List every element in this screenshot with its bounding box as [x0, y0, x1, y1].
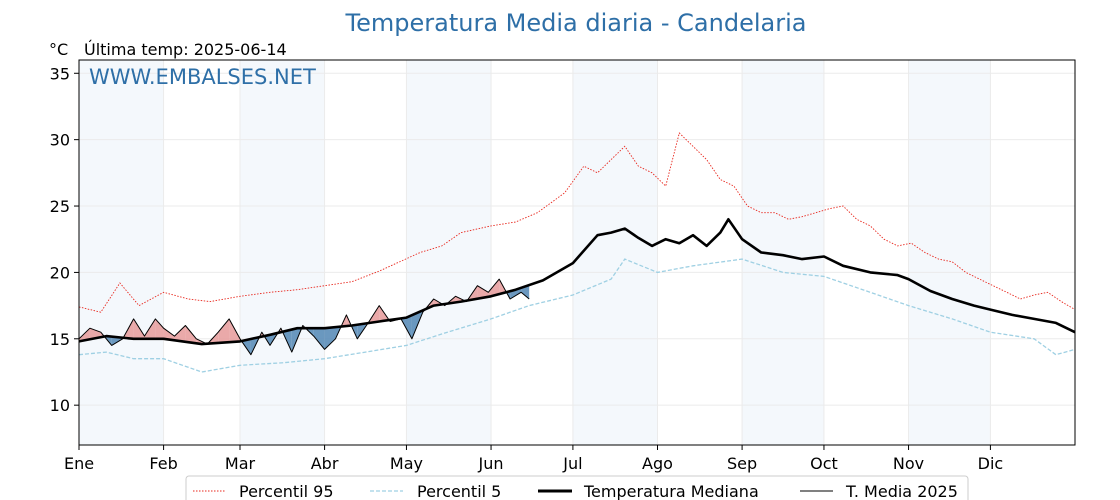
watermark: WWW.EMBALSES.NET — [89, 65, 316, 89]
series-percentil-95 — [78, 132, 1076, 313]
month-shade-ene — [79, 60, 164, 445]
series-percentil-5 — [78, 258, 1076, 373]
series-t-media-2025 — [78, 278, 530, 356]
legend-box — [185, 475, 969, 500]
series-temperatura-mediana — [78, 218, 1076, 346]
month-shade-jul — [572, 60, 658, 445]
x-tick-label: Dic — [978, 454, 1004, 473]
legend-p95-label: Percentil 95 — [239, 482, 334, 500]
x-axis: Ene Feb Mar Abr May Jun Jul Ago Sep Oct Nov Dic — [64, 445, 1003, 473]
month-shade-may — [406, 60, 492, 445]
y-tick-label: 35 — [50, 64, 70, 83]
y-tick-label: 15 — [50, 330, 70, 349]
fill-above-median — [218, 318, 230, 343]
x-tick-label: Jul — [562, 454, 582, 473]
x-tick-label: Feb — [149, 454, 177, 473]
fill-above-median — [163, 328, 175, 341]
y-tick-label: 25 — [50, 197, 70, 216]
fill-below-median — [324, 327, 336, 350]
legend-media2025-label: T. Media 2025 — [845, 482, 958, 500]
fill-above-median — [477, 285, 489, 299]
x-tick-label: Oct — [810, 454, 838, 473]
fill-below-median — [313, 328, 325, 350]
legend-p5-label: Percentil 5 — [417, 482, 501, 500]
series-lines — [78, 132, 1076, 373]
legend: Percentil 95 Percentil 5 Temperatura Med… — [185, 475, 969, 500]
last-temp-label: Última temp: 2025-06-14 — [84, 40, 287, 59]
grid-lines — [78, 60, 1075, 445]
x-tick-label: May — [390, 454, 423, 473]
y-tick-label: 10 — [50, 396, 70, 415]
fill-above-median — [155, 318, 164, 339]
fill-above-median — [174, 325, 186, 342]
chart-title: Temperatura Media diaria - Candelaria — [345, 9, 807, 37]
month-shading — [79, 60, 991, 445]
month-shade-sep — [742, 60, 824, 445]
fill-above-median — [488, 279, 500, 297]
x-tick-label: Nov — [893, 454, 924, 473]
x-tick-label: Sep — [727, 454, 757, 473]
legend-mediana-label: Temperatura Mediana — [583, 482, 759, 500]
x-tick-label: Ago — [642, 454, 673, 473]
x-tick-label: Mar — [225, 454, 256, 473]
x-tick-label: Jun — [478, 454, 504, 473]
x-tick-label: Ene — [64, 454, 94, 473]
plot-frame — [78, 59, 1076, 446]
y-tick-label: 30 — [50, 131, 70, 150]
unit-label: °C — [49, 40, 68, 59]
month-shade-mar — [239, 60, 325, 445]
y-axis: 10 15 20 25 30 35 — [50, 64, 79, 415]
x-tick-label: Abr — [311, 454, 339, 473]
fill-above-median — [185, 325, 197, 344]
y-tick-label: 20 — [50, 263, 70, 282]
month-shade-nov — [908, 60, 991, 445]
